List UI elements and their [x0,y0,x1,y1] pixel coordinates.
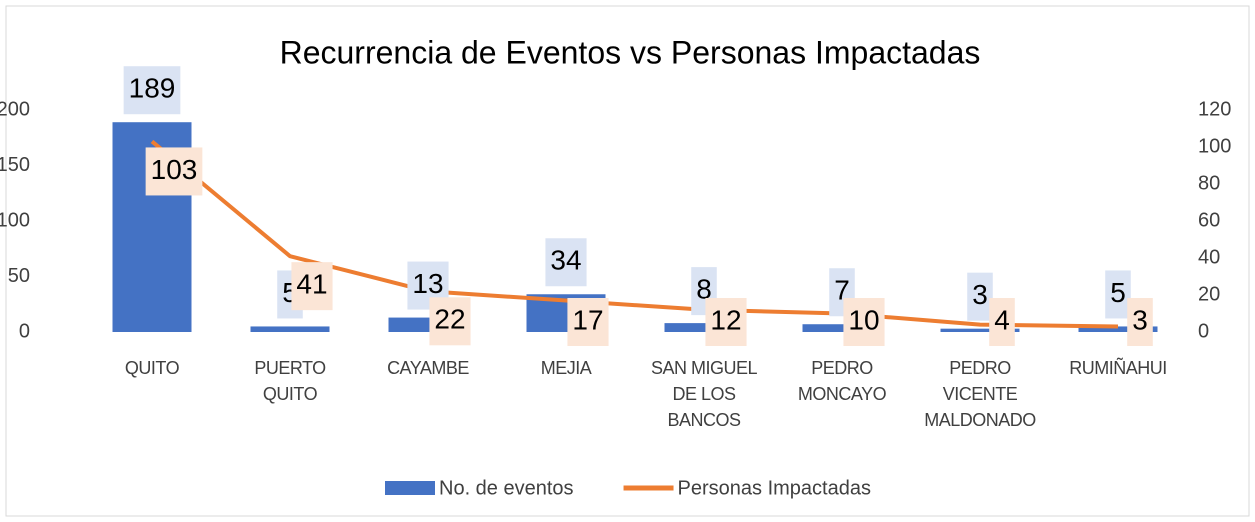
bar [1078,326,1158,332]
bar [940,328,1020,332]
x-tick-label: MEJIA [540,358,592,378]
data-label-box [545,238,587,287]
data-label-box [291,262,333,311]
data-label: 4 [994,304,1010,335]
bar [802,324,882,332]
data-label-box [1127,298,1153,346]
y-tick-label: 100 [0,209,30,231]
bar [664,323,744,332]
data-label-box [1105,270,1131,319]
data-label: 13 [412,268,443,299]
y-tick-label: 50 [8,265,30,287]
data-label: 3 [972,279,988,310]
legend-label: Personas Impactadas [678,477,871,499]
y2-tick-label: 80 [1198,172,1220,194]
line [150,139,1119,329]
data-label: 7 [834,275,850,306]
data-label-box [429,297,471,346]
data-label: 103 [151,154,198,185]
data-label: 3 [1132,304,1148,335]
x-tick-label: CAYAMBE [387,358,469,378]
data-label-box [705,298,747,346]
y2-tick-label: 40 [1198,246,1220,268]
legend-swatch [385,481,435,495]
chart-title: Recurrencia de Eventos vs Personas Impac… [280,34,981,70]
x-tick-label: QUITO [124,358,180,378]
x-tick-label: SAN MIGUEL DE LOS BANCOS [650,358,758,430]
data-label: 189 [129,73,176,104]
data-label-box [567,298,609,346]
chart-border [5,5,1250,517]
data-label: 10 [848,304,879,335]
x-tick-label: PUERTO QUITO [254,358,326,404]
data-label-box [145,147,203,196]
x-tick-label: RUMIÑAHUI [1069,358,1167,378]
y2-tick-label: 100 [1198,135,1231,157]
y2-tick-label: 60 [1198,209,1220,231]
y-tick-label: 200 [0,98,30,120]
data-label: 41 [296,269,327,300]
data-label-box [967,272,993,321]
y-tick-label: 0 [19,320,30,342]
x-tick-label: PEDRO VICENTE MALDONADO [924,358,1036,430]
data-label: 8 [696,274,712,305]
x-tick-label: PEDRO MONCAYO [797,358,887,404]
data-label: 22 [434,304,465,335]
data-label: 5 [1110,277,1126,308]
data-label-box [989,298,1015,346]
y-tick-label: 150 [0,154,30,176]
y2-tick-label: 0 [1198,320,1209,342]
data-label: 17 [572,304,603,335]
bar [250,326,330,332]
data-label-box [843,298,885,346]
data-label: 12 [710,304,741,335]
y2-tick-label: 120 [1198,98,1231,120]
data-label: 34 [550,245,581,276]
data-label-box [123,66,181,115]
legend-label: No. de eventos [439,477,574,499]
y2-tick-label: 20 [1198,283,1220,305]
